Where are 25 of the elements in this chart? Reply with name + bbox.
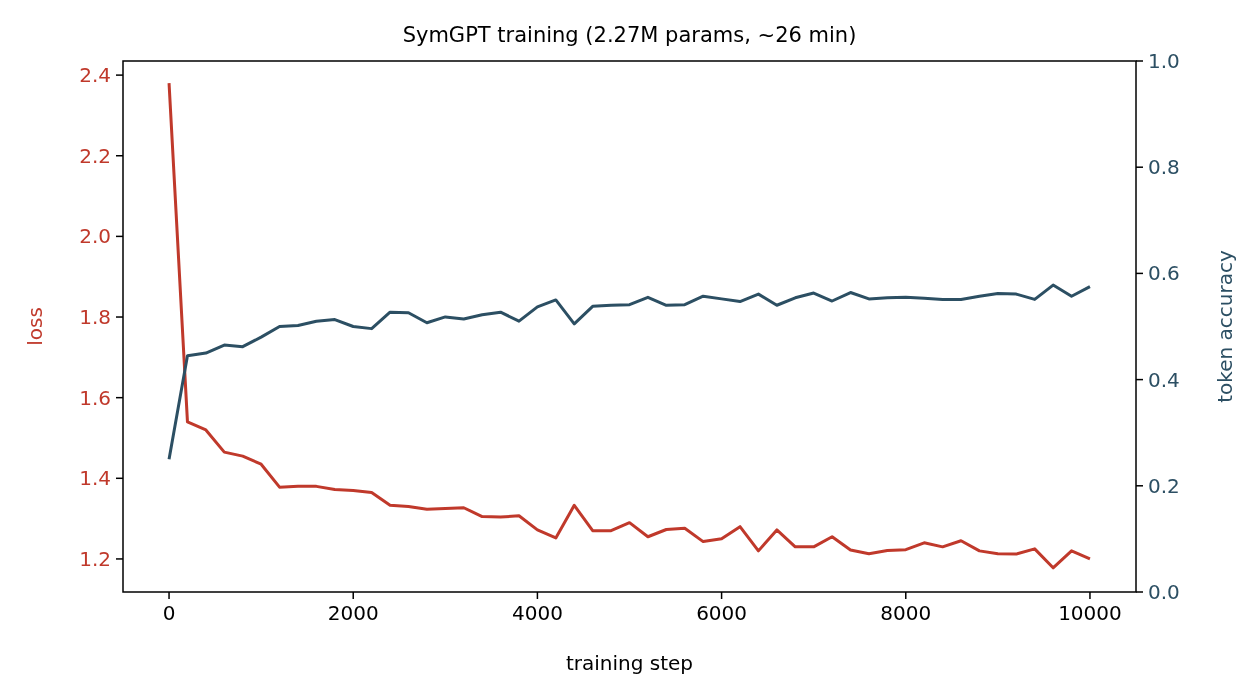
y2-axis-title: token accuracy — [1213, 250, 1237, 403]
x-tick-label: 2000 — [327, 601, 379, 625]
y-tick-label: 1.6 — [79, 385, 111, 410]
y2-tick-label: 0.2 — [1148, 473, 1180, 498]
y-axis-title: loss — [23, 307, 47, 346]
y2-tick-label: 0.8 — [1148, 155, 1180, 180]
x-tick-label: 8000 — [880, 601, 932, 625]
line-series — [167, 81, 1092, 570]
y-tick-label: 1.8 — [79, 305, 111, 330]
line-series — [167, 283, 1092, 461]
chart-title: SymGPT training (2.27M params, ~26 min) — [402, 23, 857, 47]
y-tick-label: 2.0 — [79, 224, 111, 249]
y-tick-label: 2.2 — [79, 143, 111, 168]
y2-tick-label: 1.0 — [1148, 49, 1180, 73]
x-tick-label: 4000 — [511, 601, 563, 625]
y2-tick-label: 0.4 — [1148, 367, 1180, 392]
y2-tick-label: 0.6 — [1148, 261, 1180, 286]
x-tick-label: 10000 — [1058, 601, 1122, 625]
y-tick-label: 1.2 — [79, 546, 111, 571]
x-tick-label: 6000 — [696, 601, 748, 625]
x-axis-title: training step — [565, 651, 694, 675]
x-tick-label: 0 — [162, 601, 176, 625]
y2-tick-label: 0.0 — [1148, 580, 1180, 604]
y-tick-label: 2.4 — [79, 63, 111, 88]
y-tick-label: 1.4 — [79, 466, 111, 491]
